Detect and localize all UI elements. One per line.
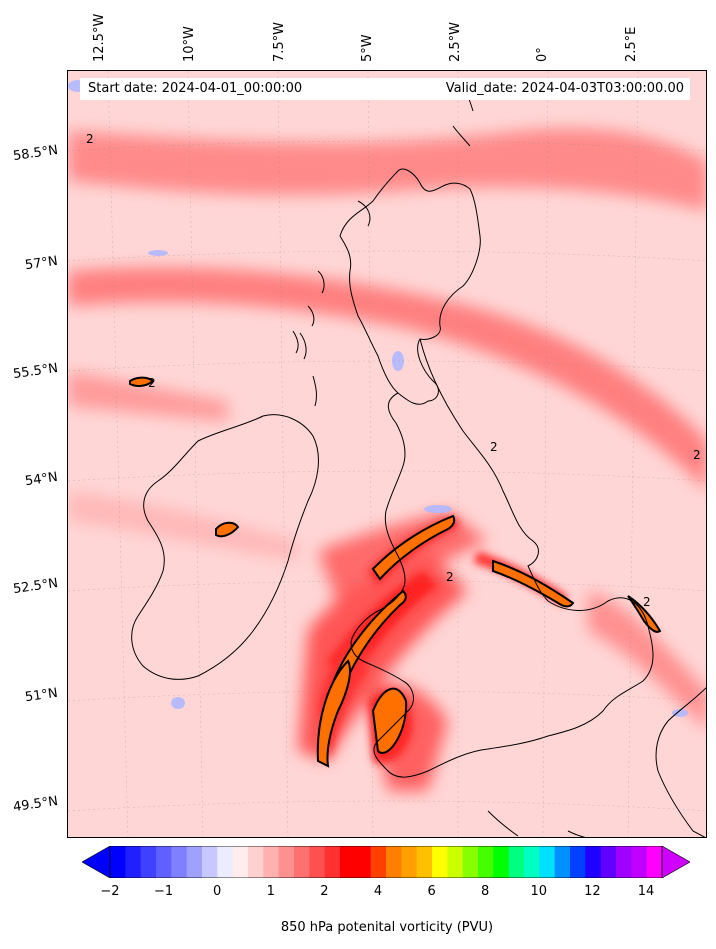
valid-date-label: Valid_date: 2024-04-03T03:00:00.00 bbox=[350, 78, 690, 100]
lon-label-12-5w: 12.5°W bbox=[92, 13, 107, 62]
colorbar-segment bbox=[248, 846, 264, 878]
colorbar-segment bbox=[309, 846, 326, 878]
colorbar-segment bbox=[447, 846, 464, 878]
colorbar-segment bbox=[355, 846, 372, 878]
colorbar-segment bbox=[294, 846, 310, 878]
colorbar-over-arrow bbox=[661, 846, 690, 878]
colorbar-segment bbox=[156, 846, 172, 878]
svg-text:2: 2 bbox=[148, 376, 156, 390]
colorbar-segment bbox=[554, 846, 571, 878]
colorbar-segment bbox=[340, 846, 356, 878]
colorbar-segment bbox=[570, 846, 586, 878]
lon-label-2-5w: 2.5°W bbox=[448, 21, 463, 62]
colorbar-segment bbox=[217, 846, 234, 878]
colorbar-tick: 12 bbox=[584, 884, 601, 899]
colorbar-segment bbox=[631, 846, 648, 878]
colorbar-tick: 4 bbox=[373, 884, 383, 899]
lon-label-10w: 10°W bbox=[182, 26, 197, 62]
colorbar-segment bbox=[600, 846, 617, 878]
colorbar-tick: 10 bbox=[530, 884, 548, 899]
colorbar-tick: 0 bbox=[213, 884, 222, 899]
colorbar-segment bbox=[524, 846, 540, 878]
lat-label-52-5n: 52.5°N bbox=[12, 575, 59, 598]
contour-value-labels: 2 2 2 2 2 2 bbox=[86, 132, 701, 609]
colorbar-segment bbox=[493, 846, 510, 878]
colorbar-segment bbox=[539, 846, 556, 878]
colorbar-tick: 8 bbox=[481, 884, 490, 899]
colorbar-tick: 2 bbox=[320, 884, 329, 899]
colorbar-segment bbox=[478, 846, 494, 878]
colorbar-segment bbox=[263, 846, 280, 878]
colorbar-tick: 14 bbox=[637, 884, 655, 899]
lat-label-58-5n: 58.5°N bbox=[12, 142, 59, 165]
colorbar-under-arrow bbox=[82, 846, 111, 878]
lat-label-49-5n: 49.5°N bbox=[12, 793, 59, 816]
colorbar-segment bbox=[324, 846, 341, 878]
lon-label-5w: 5°W bbox=[360, 34, 375, 62]
colorbar-segment bbox=[171, 846, 188, 878]
svg-text:2: 2 bbox=[490, 440, 498, 454]
colorbar-tick: 6 bbox=[427, 884, 436, 899]
colorbar bbox=[82, 846, 690, 878]
lat-label-57n: 57°N bbox=[24, 253, 59, 274]
colorbar-segment bbox=[140, 846, 157, 878]
colorbar-segment bbox=[585, 846, 602, 878]
colorbar-frame bbox=[109, 846, 663, 878]
svg-text:2: 2 bbox=[446, 570, 454, 584]
colorbar-tick: −1 bbox=[154, 884, 174, 899]
svg-text:2: 2 bbox=[643, 595, 651, 609]
svg-text:2: 2 bbox=[693, 448, 701, 462]
pv-peak-contours bbox=[129, 376, 662, 768]
colorbar-segment bbox=[370, 846, 387, 878]
colorbar-segment bbox=[508, 846, 525, 878]
svg-text:2: 2 bbox=[86, 132, 94, 146]
map-panel: 2 2 2 2 2 2 bbox=[67, 70, 707, 838]
colorbar-segment bbox=[616, 846, 632, 878]
colorbar-segment bbox=[401, 846, 418, 878]
grid-lines bbox=[68, 71, 706, 837]
start-date-label: Start date: 2024-04-01_00:00:00 bbox=[80, 78, 350, 100]
colorbar-segment bbox=[232, 846, 249, 878]
colorbar-segment bbox=[278, 846, 295, 878]
lon-label-0: 0° bbox=[535, 47, 550, 62]
colorbar-tick: −2 bbox=[100, 884, 120, 899]
lon-label-7-5w: 7.5°W bbox=[272, 21, 287, 62]
colorbar-segment bbox=[202, 846, 218, 878]
lat-label-51n: 51°N bbox=[24, 685, 59, 706]
lon-label-2-5e: 2.5°E bbox=[624, 26, 639, 62]
lat-label-54n: 54°N bbox=[24, 469, 59, 490]
lat-label-55-5n: 55.5°N bbox=[12, 360, 59, 383]
colorbar-tick: 1 bbox=[266, 884, 275, 899]
colorbar-segment bbox=[416, 846, 433, 878]
pv-broad-features bbox=[68, 128, 706, 791]
colorbar-segment bbox=[186, 846, 203, 878]
colorbar-segment bbox=[462, 846, 479, 878]
colorbar-segment bbox=[432, 846, 448, 878]
colorbar-label: 850 hPa potenital vorticity (PVU) bbox=[280, 920, 494, 935]
colorbar-segment bbox=[110, 846, 126, 878]
pv-negative-patches bbox=[68, 80, 688, 717]
colorbar-segment bbox=[646, 846, 663, 878]
pv-map: 2 2 2 2 2 2 bbox=[68, 71, 706, 837]
colorbar-segment bbox=[386, 846, 402, 878]
colorbar-segment bbox=[125, 846, 142, 878]
